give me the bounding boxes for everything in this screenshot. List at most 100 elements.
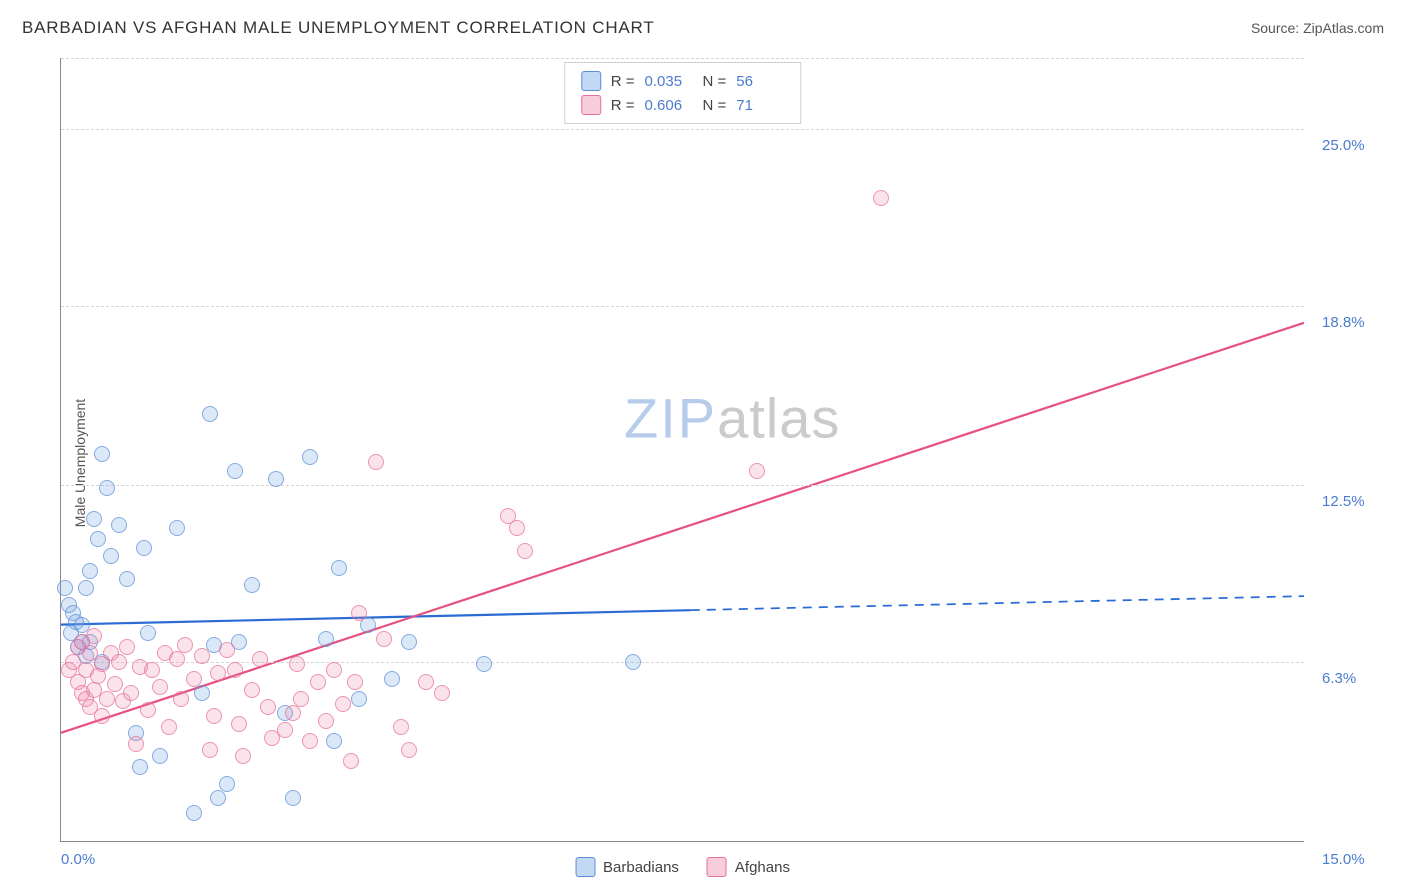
data-point bbox=[318, 631, 334, 647]
data-point bbox=[509, 520, 525, 536]
data-point bbox=[186, 805, 202, 821]
data-point bbox=[152, 679, 168, 695]
data-point bbox=[285, 705, 301, 721]
data-point bbox=[140, 702, 156, 718]
data-point bbox=[206, 708, 222, 724]
data-point bbox=[260, 699, 276, 715]
data-point bbox=[136, 540, 152, 556]
trend-line-solid bbox=[61, 323, 1304, 733]
gridline-h bbox=[61, 129, 1304, 130]
data-point bbox=[625, 654, 641, 670]
data-point bbox=[289, 656, 305, 672]
gridline-h bbox=[61, 485, 1304, 486]
chart-container: Male Unemployment ZIPatlas R =0.035N =56… bbox=[22, 58, 1384, 868]
data-point bbox=[186, 671, 202, 687]
legend-n-value: 56 bbox=[736, 73, 784, 90]
legend-r-value: 0.606 bbox=[645, 97, 693, 114]
data-point bbox=[219, 642, 235, 658]
y-tick-label: 25.0% bbox=[1322, 137, 1365, 154]
data-point bbox=[368, 454, 384, 470]
data-point bbox=[99, 480, 115, 496]
data-point bbox=[103, 548, 119, 564]
data-point bbox=[111, 654, 127, 670]
x-tick-label: 0.0% bbox=[61, 851, 95, 868]
data-point bbox=[119, 571, 135, 587]
trend-line-dashed bbox=[691, 596, 1304, 610]
data-point bbox=[177, 637, 193, 653]
chart-title: BARBADIAN VS AFGHAN MALE UNEMPLOYMENT CO… bbox=[22, 18, 655, 38]
data-point bbox=[140, 625, 156, 641]
gridline-h bbox=[61, 662, 1304, 663]
series-legend-item: Afghans bbox=[707, 857, 790, 877]
gridline-h bbox=[61, 58, 1304, 59]
data-point bbox=[285, 790, 301, 806]
data-point bbox=[476, 656, 492, 672]
y-tick-label: 6.3% bbox=[1322, 670, 1356, 687]
data-point bbox=[82, 563, 98, 579]
data-point bbox=[277, 722, 293, 738]
data-point bbox=[418, 674, 434, 690]
data-point bbox=[318, 713, 334, 729]
data-point bbox=[235, 748, 251, 764]
data-point bbox=[94, 708, 110, 724]
plot-area: ZIPatlas R =0.035N =56R =0.606N =71 Barb… bbox=[60, 58, 1304, 842]
y-tick-label: 12.5% bbox=[1322, 493, 1365, 510]
data-point bbox=[434, 685, 450, 701]
data-point bbox=[210, 665, 226, 681]
data-point bbox=[119, 639, 135, 655]
data-point bbox=[302, 733, 318, 749]
data-point bbox=[252, 651, 268, 667]
data-point bbox=[194, 685, 210, 701]
data-point bbox=[351, 605, 367, 621]
series-legend-item: Barbadians bbox=[575, 857, 679, 877]
trend-lines-layer bbox=[61, 58, 1304, 841]
data-point bbox=[86, 511, 102, 527]
legend-swatch bbox=[575, 857, 595, 877]
source-credit: Source: ZipAtlas.com bbox=[1251, 20, 1384, 36]
legend-r-key: R = bbox=[611, 73, 635, 90]
data-point bbox=[749, 463, 765, 479]
data-point bbox=[57, 580, 73, 596]
data-point bbox=[376, 631, 392, 647]
gridline-h bbox=[61, 306, 1304, 307]
data-point bbox=[194, 648, 210, 664]
data-point bbox=[517, 543, 533, 559]
data-point bbox=[227, 662, 243, 678]
data-point bbox=[244, 577, 260, 593]
data-point bbox=[347, 674, 363, 690]
data-point bbox=[132, 759, 148, 775]
data-point bbox=[331, 560, 347, 576]
data-point bbox=[227, 463, 243, 479]
data-point bbox=[351, 691, 367, 707]
series-legend-label: Barbadians bbox=[603, 859, 679, 876]
data-point bbox=[123, 685, 139, 701]
data-point bbox=[173, 691, 189, 707]
data-point bbox=[90, 531, 106, 547]
data-point bbox=[293, 691, 309, 707]
data-point bbox=[302, 449, 318, 465]
legend-swatch bbox=[581, 71, 601, 91]
data-point bbox=[78, 580, 94, 596]
data-point bbox=[86, 628, 102, 644]
data-point bbox=[169, 520, 185, 536]
data-point bbox=[231, 716, 247, 732]
data-point bbox=[401, 634, 417, 650]
data-point bbox=[393, 719, 409, 735]
watermark-atlas: atlas bbox=[717, 387, 840, 450]
correlation-legend-row: R = 0.035 N = 56 bbox=[565, 69, 801, 93]
legend-r-key: R = bbox=[611, 97, 635, 114]
watermark: ZIPatlas bbox=[624, 386, 840, 451]
data-point bbox=[326, 733, 342, 749]
legend-n-key: N = bbox=[703, 97, 727, 114]
data-point bbox=[401, 742, 417, 758]
data-point bbox=[202, 406, 218, 422]
x-tick-label: 15.0% bbox=[1322, 851, 1365, 868]
series-legend-label: Afghans bbox=[735, 859, 790, 876]
data-point bbox=[335, 696, 351, 712]
legend-r-value: 0.035 bbox=[645, 73, 693, 90]
data-point bbox=[343, 753, 359, 769]
legend-swatch bbox=[707, 857, 727, 877]
data-point bbox=[268, 471, 284, 487]
legend-n-key: N = bbox=[703, 73, 727, 90]
data-point bbox=[107, 676, 123, 692]
